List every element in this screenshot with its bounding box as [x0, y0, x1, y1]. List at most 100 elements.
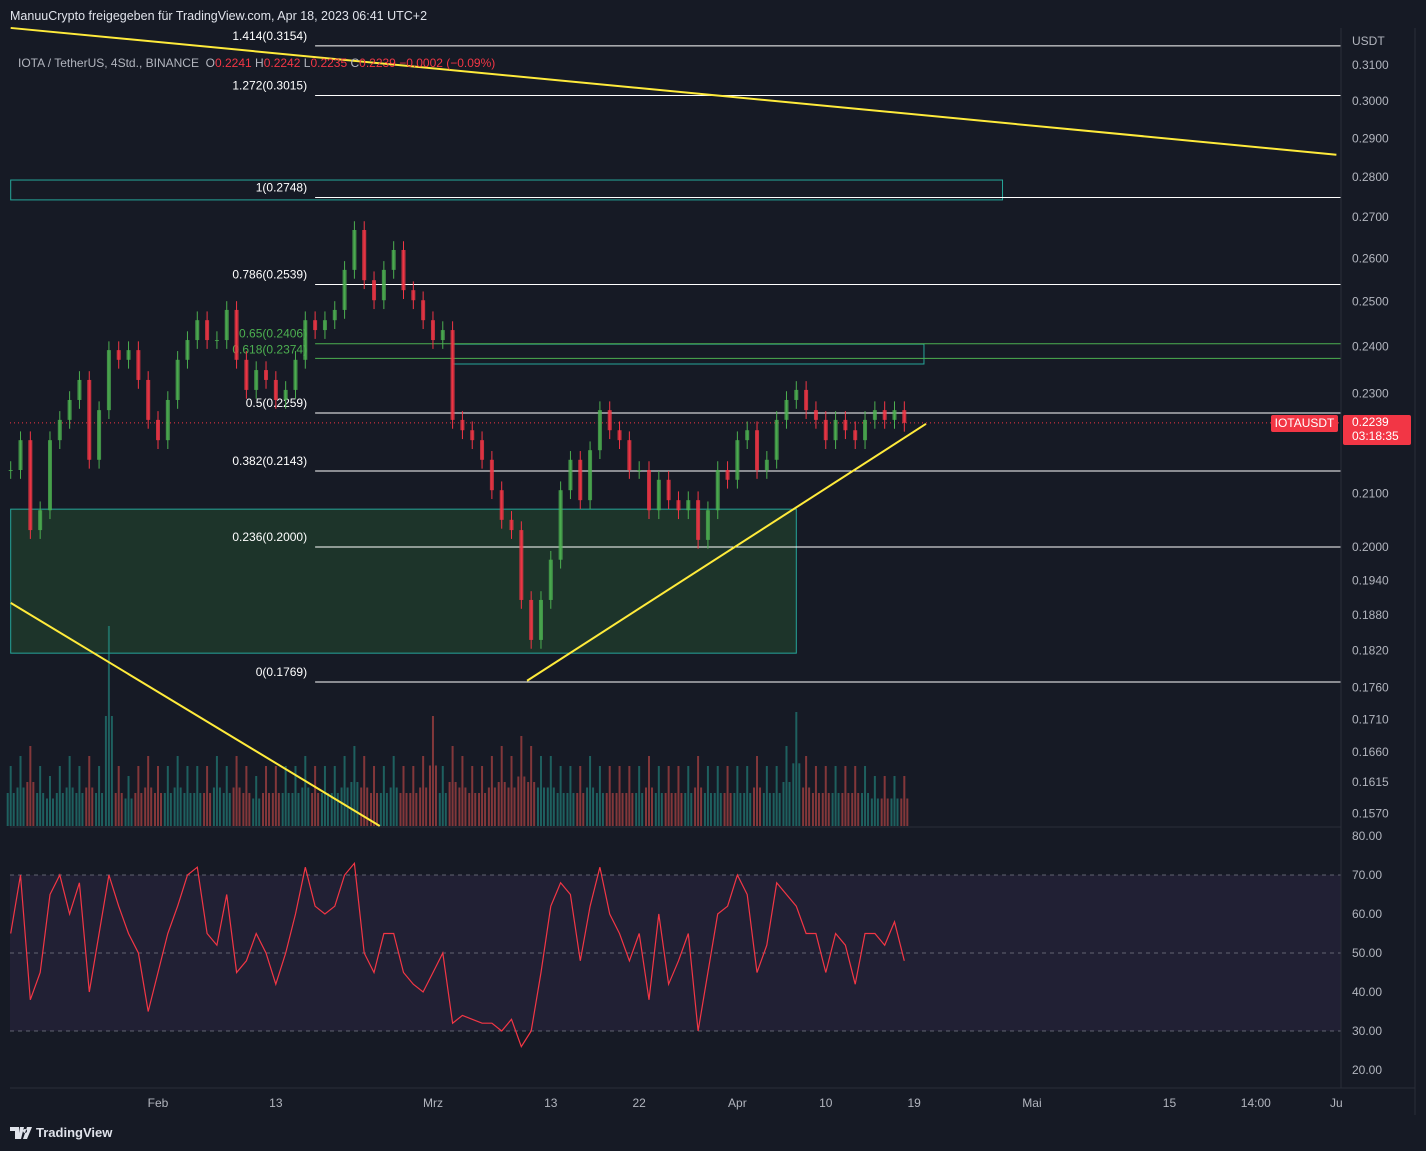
volume-bar	[487, 787, 490, 826]
volume-bar	[827, 793, 830, 826]
candle-body	[764, 459, 769, 471]
volume-bar	[660, 793, 663, 826]
rsi-band-layer	[10, 874, 1341, 1032]
candle-body	[67, 399, 72, 420]
volume-bar	[510, 756, 513, 826]
volume-bar	[520, 736, 523, 826]
volume-bar	[284, 766, 287, 826]
candle-body	[332, 309, 337, 321]
volume-bar	[291, 793, 294, 826]
volume-bar	[441, 766, 444, 826]
volume-bar	[579, 766, 582, 826]
candle-body	[833, 419, 838, 441]
volume-bar	[19, 756, 22, 826]
candle-body	[440, 330, 445, 341]
volume-bar	[444, 793, 447, 826]
volume-bar	[844, 766, 847, 826]
volume-bar	[350, 782, 353, 826]
volume-bar	[736, 766, 739, 826]
rsi-axis[interactable]: 80.00 70.00 60.00 50.00 40.00 30.00 20.00	[1352, 829, 1382, 1077]
volume-bar	[851, 793, 854, 826]
volume-bar	[160, 793, 162, 826]
candle-body	[146, 379, 151, 420]
volume-bar	[478, 793, 481, 826]
tradingview-logo[interactable]: TradingView	[10, 1125, 112, 1140]
volume-bar	[320, 793, 323, 826]
volume-bar	[405, 793, 408, 826]
time-tick-label: 22	[633, 1096, 647, 1110]
volume-bar	[569, 766, 572, 826]
price-tick-label: 0.2000	[1352, 540, 1389, 554]
time-tick-label: Mrz	[423, 1096, 443, 1110]
volume-bar	[238, 787, 241, 826]
volume-bar	[756, 756, 759, 826]
volume-bar	[268, 793, 271, 826]
volume-bar	[120, 793, 123, 826]
volume-bar	[674, 793, 677, 826]
price-tick-label: 0.2900	[1352, 131, 1389, 145]
price-tick-label: 0.1615	[1352, 775, 1389, 789]
candle-body	[28, 440, 33, 531]
time-tick-label: 19	[907, 1096, 921, 1110]
time-tick-label: Ju	[1330, 1096, 1343, 1110]
volume-bar	[206, 766, 209, 826]
volume-bar	[330, 793, 333, 826]
volume-bar	[262, 793, 265, 826]
volume-bar	[635, 793, 638, 826]
volume-bar	[552, 787, 555, 826]
time-axis[interactable]: Feb 13 Mrz 13 22 Apr 10 19 Mai 15 14:00 Ju	[148, 1096, 1343, 1110]
candle-body	[421, 300, 426, 321]
candle-body	[480, 440, 485, 460]
price-tick-label: 0.1940	[1352, 574, 1389, 588]
close-label: C	[350, 56, 360, 70]
symbol-legend[interactable]: IOTA / TetherUS, 4Std., BINANCE O0.2241 …	[18, 56, 495, 70]
candle-body	[165, 399, 170, 441]
candle-body	[548, 559, 553, 600]
time-tick-label: 13	[544, 1096, 558, 1110]
candle-body	[686, 500, 691, 511]
candle-body	[558, 490, 563, 560]
volume-bar	[523, 776, 526, 826]
volume-bar	[723, 793, 726, 826]
volume-bar	[373, 766, 376, 826]
price-axis[interactable]: 0.3100 0.3000 0.2900 0.2800 0.2700 0.2600 0.25…	[1352, 58, 1389, 820]
volume-bar	[124, 798, 127, 826]
volume-bar	[716, 766, 719, 826]
volume-bar	[61, 793, 64, 826]
volume-bar	[490, 756, 493, 826]
candle-body	[617, 430, 622, 441]
volume-bar	[193, 793, 196, 826]
volume-bar	[225, 766, 228, 826]
volume-bar	[503, 782, 506, 826]
candle-body	[588, 450, 593, 501]
volume-bar	[203, 793, 206, 826]
volume-bar	[212, 787, 215, 826]
volume-bar	[530, 746, 533, 826]
price-tick-label: 0.1660	[1352, 745, 1389, 759]
volume-bar	[304, 756, 307, 826]
volume-bar	[9, 766, 12, 826]
volume-bar	[307, 787, 310, 826]
candle-body	[372, 280, 377, 301]
fib-level-label: 1(0.2748)	[256, 181, 307, 195]
candle-body	[87, 379, 92, 460]
volume-bar	[559, 766, 562, 826]
volume-bar	[68, 756, 71, 826]
candle-body	[705, 510, 710, 540]
fib-retracement[interactable]: 1.414(0.3154) 1.272(0.3015) 1(0.2748) 0.786…	[10, 29, 1341, 683]
volume-bar	[258, 798, 261, 826]
volume-bar	[775, 766, 778, 826]
volume-bar	[497, 782, 500, 826]
time-tick-label: 13	[269, 1096, 283, 1110]
candle-body	[352, 229, 357, 270]
volume-bar	[566, 793, 569, 826]
candle-body	[804, 389, 809, 411]
volume-bar	[385, 793, 388, 826]
volume-bar	[379, 793, 382, 826]
volume-bar	[746, 766, 749, 826]
trendlines[interactable]	[10, 26, 1337, 827]
candle-body	[224, 309, 229, 341]
volume-bar	[95, 793, 98, 826]
candle-body	[715, 470, 720, 511]
